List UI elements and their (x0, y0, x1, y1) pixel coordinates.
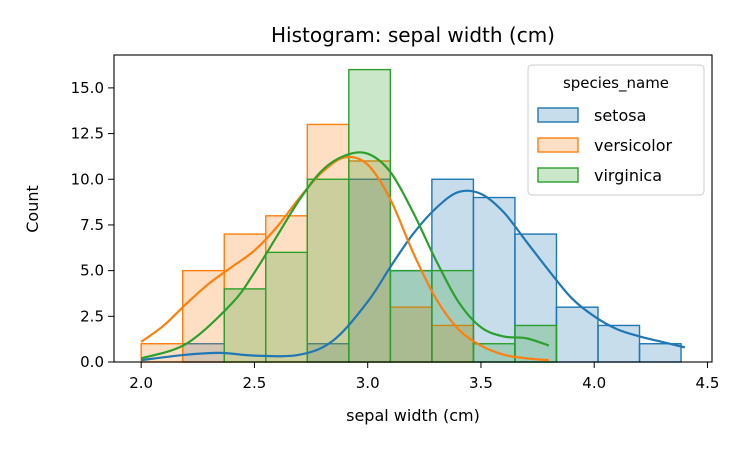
axes: 2.0 2.5 3.0 3.5 4.0 4.5 0.0 2.5 5.0 7.5 10.0 12.5 15… (71, 54, 720, 392)
setosa-bar (555, 306, 599, 363)
setosa-bar (638, 343, 682, 363)
legend-label-setosa: setosa (594, 106, 646, 125)
virginica-bar (472, 343, 516, 363)
versicolor-bar (223, 233, 267, 363)
x-tick-label: 4.5 (696, 374, 720, 392)
legend-label-virginica: virginica (594, 166, 662, 185)
x-axis-label: sepal width (cm) (346, 406, 480, 425)
legend-swatch-setosa (537, 107, 579, 123)
y-tick-label: 10.0 (71, 170, 104, 188)
virginica-bar (514, 324, 558, 363)
y-tick-label: 2.5 (80, 307, 104, 325)
x-tick-label: 4.0 (582, 374, 606, 392)
legend-box (527, 64, 705, 196)
x-tick-label: 3.0 (356, 374, 380, 392)
x-tick-label: 2.0 (129, 374, 153, 392)
versicolor-kde-line (140, 155, 549, 362)
virginica-bar (348, 68, 392, 363)
x-tick-label: 3.5 (469, 374, 493, 392)
legend-label-versicolor: versicolor (594, 136, 672, 155)
plot-area (140, 68, 686, 363)
x-tick-label: 2.5 (243, 374, 267, 392)
virginica-bar (223, 288, 267, 363)
y-tick-label: 7.5 (80, 216, 104, 234)
setosa-kde-line (141, 189, 686, 362)
legend-title: species_name (563, 74, 669, 93)
axes-frame (113, 54, 713, 363)
virginica-bar (265, 251, 308, 363)
y-tick-label: 0.0 (80, 353, 104, 371)
chart-title: Histogram: sepal width (cm) (271, 23, 555, 47)
y-tick-label: 12.5 (71, 125, 104, 143)
versicolor-bar (265, 215, 308, 363)
y-tick-label: 15.0 (71, 79, 104, 97)
virginica-kde-line (140, 151, 550, 360)
virginica-bar (431, 269, 475, 363)
y-axis-label: Count (23, 185, 42, 233)
virginica-bar (306, 178, 350, 363)
legend-swatch-virginica (537, 167, 579, 183)
setosa-bar (597, 324, 641, 363)
virginica-bar (389, 269, 433, 363)
y-tick-label: 5.0 (80, 262, 104, 280)
legend-swatch-versicolor (537, 137, 579, 153)
